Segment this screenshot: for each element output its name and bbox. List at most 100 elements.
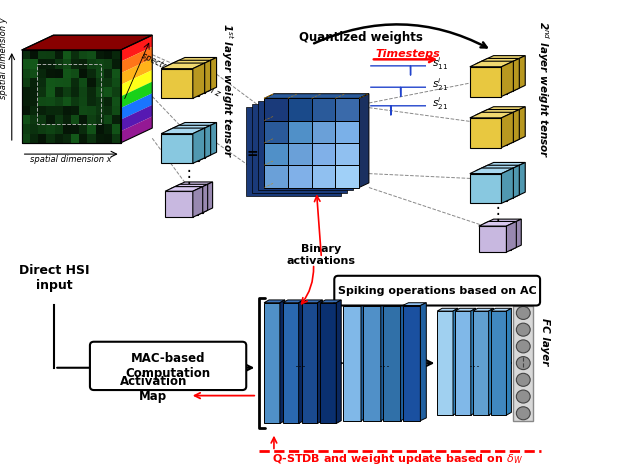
- Polygon shape: [482, 112, 513, 142]
- Polygon shape: [120, 82, 152, 108]
- Text: MAC-based
Computation: MAC-based Computation: [125, 352, 211, 380]
- Bar: [71, 124, 79, 134]
- Text: Timesteps: Timesteps: [376, 50, 440, 60]
- Circle shape: [516, 306, 530, 319]
- Polygon shape: [317, 300, 323, 424]
- Bar: [54, 78, 63, 87]
- Polygon shape: [167, 131, 199, 160]
- Polygon shape: [484, 219, 521, 224]
- Bar: [79, 97, 87, 106]
- Polygon shape: [473, 311, 488, 415]
- Bar: [112, 60, 120, 68]
- Polygon shape: [301, 300, 323, 303]
- Bar: [71, 115, 79, 124]
- Text: ⋮: ⋮: [489, 205, 506, 223]
- Polygon shape: [479, 221, 516, 226]
- Polygon shape: [473, 308, 493, 311]
- Bar: [38, 50, 46, 60]
- Polygon shape: [470, 118, 502, 148]
- Bar: [30, 50, 38, 60]
- Bar: [71, 97, 79, 106]
- Bar: [71, 134, 79, 143]
- Polygon shape: [502, 168, 513, 204]
- Bar: [252, 104, 347, 193]
- Bar: [22, 50, 30, 60]
- Circle shape: [516, 340, 530, 353]
- Bar: [30, 60, 38, 68]
- Polygon shape: [479, 226, 506, 252]
- Polygon shape: [264, 94, 369, 98]
- Bar: [30, 97, 38, 106]
- Text: ⋮: ⋮: [180, 168, 197, 186]
- Bar: [38, 134, 46, 143]
- Bar: [112, 68, 120, 78]
- Bar: [312, 121, 335, 143]
- Bar: [79, 87, 87, 97]
- Polygon shape: [470, 112, 513, 118]
- Bar: [95, 78, 104, 87]
- Polygon shape: [502, 112, 513, 148]
- Bar: [22, 97, 30, 106]
- Bar: [22, 87, 30, 97]
- Polygon shape: [476, 165, 519, 171]
- Bar: [264, 165, 288, 188]
- Bar: [46, 60, 54, 68]
- Polygon shape: [203, 182, 212, 212]
- Polygon shape: [470, 67, 502, 97]
- Bar: [63, 97, 71, 106]
- Polygon shape: [343, 303, 367, 305]
- Text: spatial dimension x: spatial dimension x: [30, 154, 112, 164]
- Polygon shape: [470, 174, 502, 204]
- Bar: [104, 78, 112, 87]
- Bar: [95, 106, 104, 115]
- Circle shape: [516, 390, 530, 403]
- Text: =: =: [246, 147, 258, 161]
- Bar: [79, 106, 87, 115]
- Bar: [22, 134, 30, 143]
- Circle shape: [516, 323, 530, 336]
- Circle shape: [516, 373, 530, 386]
- Bar: [46, 134, 54, 143]
- Bar: [71, 68, 79, 78]
- Bar: [63, 106, 71, 115]
- Bar: [95, 50, 104, 60]
- Bar: [112, 97, 120, 106]
- Bar: [104, 106, 112, 115]
- Circle shape: [516, 407, 530, 420]
- Bar: [79, 68, 87, 78]
- Polygon shape: [508, 109, 519, 145]
- Polygon shape: [488, 308, 493, 415]
- Bar: [87, 50, 95, 60]
- Bar: [38, 124, 46, 134]
- Polygon shape: [491, 308, 511, 311]
- Bar: [30, 134, 38, 143]
- Polygon shape: [363, 303, 387, 305]
- Bar: [63, 78, 71, 87]
- Polygon shape: [120, 35, 152, 61]
- Bar: [54, 87, 63, 97]
- Polygon shape: [453, 308, 458, 415]
- Bar: [79, 50, 87, 60]
- Text: 2$^{nd}$ layer weight tensor: 2$^{nd}$ layer weight tensor: [535, 21, 551, 158]
- Polygon shape: [120, 70, 152, 97]
- Text: 1$^{st}$ layer weight tensor: 1$^{st}$ layer weight tensor: [218, 23, 234, 158]
- Polygon shape: [120, 105, 152, 131]
- Text: $s_{11}^{i}$: $s_{11}^{i}$: [432, 55, 448, 72]
- Bar: [46, 50, 54, 60]
- Bar: [22, 68, 30, 78]
- Polygon shape: [482, 56, 525, 61]
- Bar: [54, 60, 63, 68]
- Polygon shape: [381, 303, 387, 421]
- Polygon shape: [199, 125, 211, 160]
- Bar: [312, 165, 335, 188]
- FancyBboxPatch shape: [90, 342, 246, 390]
- Text: FC layer: FC layer: [540, 318, 550, 365]
- Bar: [36, 64, 101, 124]
- Polygon shape: [336, 300, 341, 424]
- Bar: [87, 124, 95, 134]
- Circle shape: [516, 356, 530, 370]
- Polygon shape: [173, 63, 205, 93]
- Polygon shape: [383, 303, 406, 305]
- Bar: [87, 68, 95, 78]
- Bar: [112, 106, 120, 115]
